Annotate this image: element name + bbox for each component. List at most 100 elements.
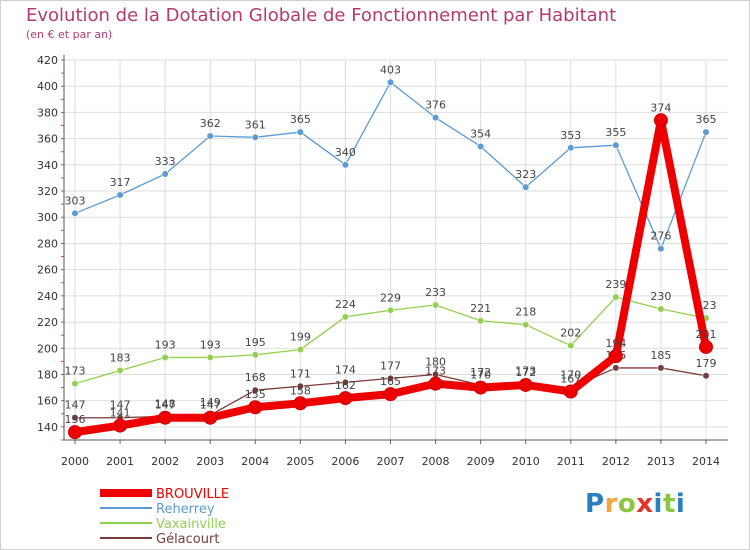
point-g-lacourt-2012 (612, 364, 620, 372)
point-g-lacourt-2013 (657, 364, 665, 372)
point-reherrey-2013 (657, 245, 665, 253)
point-brouville-2005 (293, 396, 308, 411)
x-tick-label-2005: 2005 (286, 455, 314, 468)
point-vaxainville-2002 (161, 353, 169, 362)
point-reherrey-2009 (477, 142, 485, 151)
point-reherrey-2012 (612, 141, 620, 149)
data-label-vaxainville-2000: 173 (65, 365, 86, 378)
data-label-brouville-2001: 141 (110, 407, 131, 420)
point-reherrey-2014 (702, 128, 710, 136)
data-label-g-lacourt-2000: 147 (65, 399, 86, 412)
x-tick-label-2013: 2013 (647, 455, 675, 468)
point-brouville-2006 (338, 391, 353, 406)
data-label-brouville-2010: 172 (515, 366, 536, 379)
data-label-g-lacourt-2010: 173 (515, 365, 536, 378)
point-reherrey-2008 (431, 114, 440, 122)
y-tick-label-160: 160 (37, 395, 58, 408)
data-label-g-lacourt-2005: 171 (290, 367, 311, 380)
point-brouville-2014 (699, 339, 713, 354)
x-tick-label-2011: 2011 (557, 455, 585, 468)
point-reherrey-2000 (71, 209, 79, 217)
x-tick-label-2009: 2009 (467, 455, 495, 468)
point-vaxainville-2000 (71, 380, 79, 388)
x-tick-label-2012: 2012 (602, 455, 630, 468)
x-tick-label-2001: 2001 (106, 455, 134, 468)
data-label-reherrey-2007: 403 (380, 63, 401, 76)
point-reherrey-2002 (161, 170, 169, 178)
y-tick-label-240: 240 (37, 290, 58, 303)
y-tick-label-400: 400 (37, 80, 58, 93)
point-brouville-2003 (203, 410, 218, 425)
point-vaxainville-2006 (341, 313, 350, 321)
y-tick-label-200: 200 (37, 342, 58, 355)
point-brouville-2007 (383, 387, 398, 402)
data-label-brouville-2005: 158 (290, 384, 311, 397)
data-label-g-lacourt-2003: 149 (200, 396, 221, 409)
y-tick-label-380: 380 (37, 106, 58, 119)
point-brouville-2009 (473, 380, 488, 395)
data-label-reherrey-2014: 365 (696, 113, 717, 126)
x-tick-label-2014: 2014 (692, 455, 720, 468)
point-vaxainville-2009 (477, 317, 485, 325)
point-reherrey-2003 (206, 132, 214, 140)
data-label-vaxainville-2004: 195 (245, 336, 266, 349)
x-tick-label-2003: 2003 (196, 455, 224, 468)
legend-label-g-lacourt: Gélacourt (156, 532, 219, 547)
point-vaxainville-2001 (116, 366, 124, 375)
point-reherrey-2006 (341, 161, 350, 169)
y-tick-label-340: 340 (37, 159, 58, 172)
point-g-lacourt-2007 (386, 374, 395, 383)
point-reherrey-2010 (522, 183, 530, 191)
data-label-vaxainville-2001: 183 (110, 352, 131, 365)
point-vaxainville-2012 (612, 293, 620, 301)
data-label-reherrey-2006: 340 (335, 146, 356, 159)
y-tick-label-300: 300 (37, 211, 58, 224)
x-tick-label-2006: 2006 (331, 455, 359, 468)
point-vaxainville-2013 (657, 305, 665, 313)
data-label-brouville-2002: 147 (155, 399, 176, 412)
y-tick-label-220: 220 (37, 316, 58, 329)
point-g-lacourt-2000 (71, 414, 79, 422)
data-label-vaxainville-2008: 233 (425, 286, 446, 299)
data-label-reherrey-2004: 361 (245, 118, 266, 131)
data-label-reherrey-2011: 353 (560, 129, 581, 142)
x-tick-label-2004: 2004 (241, 455, 269, 468)
point-vaxainville-2011 (567, 342, 575, 350)
data-label-brouville-2000: 136 (65, 413, 86, 426)
point-brouville-2004 (248, 400, 263, 415)
chart-subtitle: (en € et par an) (26, 28, 113, 41)
data-label-reherrey-2003: 362 (200, 117, 221, 130)
data-label-reherrey-2008: 376 (425, 99, 446, 112)
point-reherrey-2001 (116, 191, 124, 199)
data-label-brouville-2013: 374 (650, 101, 671, 114)
data-label-g-lacourt-2011: 170 (560, 369, 581, 382)
data-label-vaxainville-2007: 229 (380, 291, 401, 304)
point-vaxainville-2003 (206, 353, 214, 362)
data-label-vaxainville-2005: 199 (290, 331, 311, 344)
data-label-g-lacourt-2007: 177 (380, 359, 401, 372)
data-label-reherrey-2002: 333 (155, 155, 176, 168)
legend-label-reherrey: Reherrey (156, 502, 215, 517)
data-label-g-lacourt-2013: 185 (650, 349, 671, 362)
y-tick-label-360: 360 (37, 133, 58, 146)
data-label-g-lacourt-2004: 168 (245, 371, 266, 384)
data-label-reherrey-2009: 354 (470, 127, 491, 140)
data-label-reherrey-2000: 303 (65, 194, 86, 207)
data-label-vaxainville-2013: 230 (650, 290, 671, 303)
data-label-reherrey-2005: 365 (290, 113, 311, 126)
point-vaxainville-2008 (431, 301, 440, 309)
point-brouville-2008 (428, 376, 443, 391)
data-label-g-lacourt-2002: 148 (155, 397, 176, 410)
data-label-vaxainville-2010: 218 (515, 306, 536, 319)
legend-label-vaxainville: Vaxainville (156, 517, 226, 532)
point-reherrey-2007 (386, 78, 395, 86)
x-tick-label-2007: 2007 (377, 455, 405, 468)
x-tick-label-2002: 2002 (151, 455, 179, 468)
y-tick-label-420: 420 (37, 54, 58, 67)
data-label-vaxainville-2006: 224 (335, 298, 356, 311)
data-label-g-lacourt-2009: 172 (470, 366, 491, 379)
point-vaxainville-2007 (386, 306, 395, 314)
data-label-g-lacourt-2008: 180 (425, 355, 446, 368)
chart-title: Evolution de la Dotation Globale de Fonc… (26, 5, 617, 26)
data-label-brouville-2011: 167 (560, 373, 581, 386)
